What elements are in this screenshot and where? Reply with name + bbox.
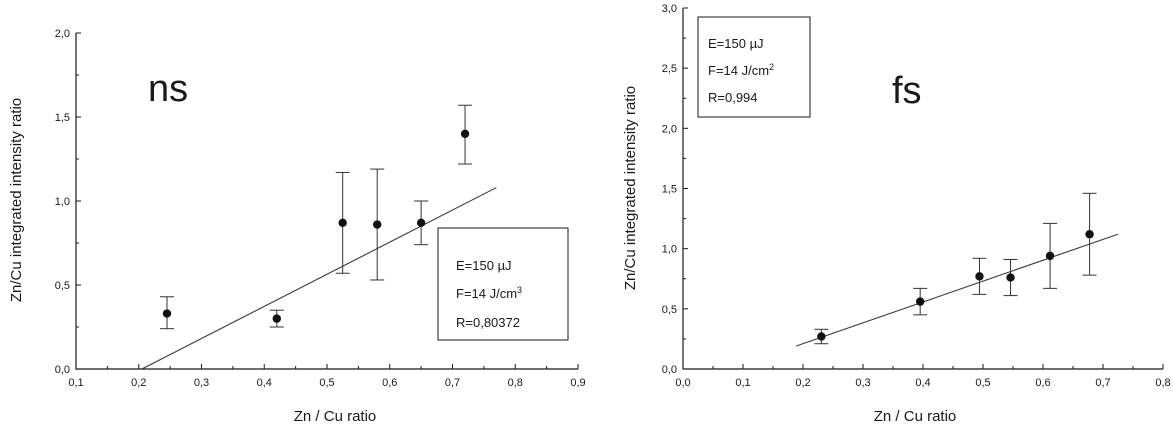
chart-ns-y-tick-label: 2,0 (55, 28, 70, 40)
chart-ns-y-tick-labels: 0,0 0,5 1,0 1,5 2,0 (55, 28, 70, 376)
chart-fs-info-fluence: F=14 J/cm2 (708, 62, 774, 78)
chart-fs-y-tick-label: 1,5 (662, 184, 677, 196)
chart-fs-y-tick-label: 0,0 (662, 364, 677, 376)
chart-ns-info-box: E=150 µJ F=14 J/cm3 R=0,80372 (437, 227, 569, 341)
chart-ns-x-axis-title: Zn / Cu ratio (294, 408, 377, 424)
chart-ns-y-tick-label: 0,0 (55, 364, 70, 376)
chart-fs-point (915, 297, 925, 306)
chart-ns-x-tick-label: 0,6 (382, 377, 397, 389)
chart-ns: 0,1 0,2 0,3 0,4 0,5 0,6 0,7 0,8 0,9 0,0 0,5 1,0 1,5… (8, 28, 586, 425)
chart-fs-x-tick-label: 0,5 (975, 377, 990, 389)
chart-ns-y-axis-title: Zn/Cu integrated intensity ratio (8, 98, 25, 302)
chart-fs-point (975, 272, 984, 281)
chart-fs-axes (682, 8, 1163, 370)
chart-fs-x-tick-label: 0,3 (855, 377, 870, 389)
chart-fs-y-tick-label: 1,0 (662, 244, 677, 256)
chart-ns-x-tick-label: 0,9 (570, 377, 585, 389)
chart-fs: 0,0 0,1 0,2 0,3 0,4 0,5 0,6 0,7 0,8 0,0 0,5 1,0 1,5… (622, 3, 1171, 425)
chart-fs-point (1085, 230, 1094, 239)
chart-ns-x-tick-label: 0,7 (445, 377, 460, 389)
chart-ns-point (460, 129, 470, 138)
chart-ns-y-tick-label: 1,5 (55, 112, 70, 124)
chart-fs-info-r: R=0,994 (708, 90, 758, 105)
chart-ns-info-r: R=0,80372 (456, 315, 520, 330)
chart-fs-x-tick-label: 0,7 (1095, 377, 1110, 389)
chart-ns-point (162, 309, 172, 318)
chart-ns-point (338, 218, 347, 228)
chart-ns-y-tick-label: 1,0 (55, 196, 70, 208)
chart-fs-fit-line (795, 233, 1119, 347)
chart-ns-point (416, 218, 426, 228)
chart-fs-x-tick-label: 0,2 (795, 377, 810, 389)
chart-ns-fit (141, 187, 497, 370)
chart-fs-x-tick-label: 0,1 (735, 377, 750, 389)
chart-fs-fit (795, 233, 1119, 347)
chart-ns-point (272, 314, 281, 323)
chart-fs-point (1045, 251, 1055, 261)
chart-fs-points (817, 230, 1094, 341)
chart-fs-x-tick-label: 0,6 (1035, 377, 1050, 389)
chart-ns-points (162, 129, 470, 323)
chart-ns-point (373, 220, 382, 229)
chart-fs-x-tick-label: 0,0 (675, 377, 690, 389)
chart-ns-info-energy: E=150 µJ (456, 258, 512, 273)
chart-fs-y-tick-label: 2,5 (662, 63, 677, 75)
chart-fs-x-tick-labels: 0,0 0,1 0,2 0,3 0,4 0,5 0,6 0,7 0,8 (675, 377, 1170, 389)
chart-ns-errorbars (159, 104, 473, 330)
chart-fs-y-tick-labels: 0,0 0,5 1,0 1,5 2,0 2,5 3,0 (662, 3, 677, 376)
chart-fs-y-tick-label: 3,0 (662, 3, 677, 15)
chart-fs-point (1006, 273, 1015, 282)
chart-ns-axes (75, 33, 578, 370)
chart-ns-x-tick-label: 0,8 (508, 377, 523, 389)
chart-fs-info-energy: E=150 µJ (708, 36, 764, 51)
chart-ns-x-tick-label: 0,3 (194, 377, 209, 389)
chart-fs-y-axis-title: Zn/Cu integrated intensity ratio (622, 86, 639, 290)
chart-fs-y-tick-label: 0,5 (662, 304, 677, 316)
chart-ns-x-tick-labels: 0,1 0,2 0,3 0,4 0,5 0,6 0,7 0,8 0,9 (68, 377, 585, 389)
chart-fs-info-box: E=150 µJ F=14 J/cm2 R=0,994 (697, 16, 811, 118)
chart-ns-info-fluence-sup: 3 (517, 285, 522, 295)
chart-fs-y-tick-label: 2,0 (662, 123, 677, 135)
chart-fs-series-label: fs (892, 70, 922, 112)
chart-fs-point (817, 332, 826, 341)
chart-fs-x-tick-label: 0,4 (915, 377, 930, 389)
chart-ns-info-fluence: F=14 J/cm3 (456, 285, 522, 301)
chart-ns-fit-line (141, 187, 497, 370)
chart-ns-x-tick-label: 0,5 (319, 377, 334, 389)
chart-ns-series-label: ns (148, 68, 188, 110)
chart-fs-x-tick-label: 0,8 (1155, 377, 1170, 389)
chart-ns-x-tick-label: 0,4 (257, 377, 272, 389)
chart-fs-x-axis-title: Zn / Cu ratio (874, 408, 957, 424)
chart-fs-info-fluence-sup: 2 (769, 62, 774, 72)
chart-ns-x-tick-label: 0,2 (131, 377, 146, 389)
chart-ns-y-tick-label: 0,5 (55, 280, 70, 292)
chart-fs-errorbars (814, 192, 1097, 345)
chart-ns-x-tick-label: 0,1 (68, 377, 83, 389)
